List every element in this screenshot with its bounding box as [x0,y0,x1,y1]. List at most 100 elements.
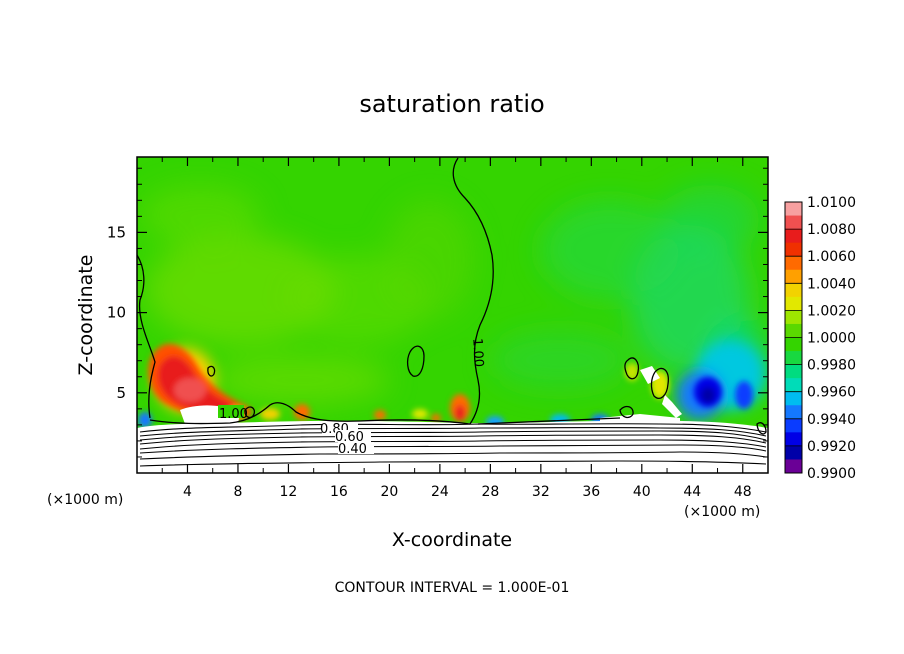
colorbar-band [785,310,802,325]
colorbar-label: 1.0040 [807,276,856,292]
y-tick-label: 10 [107,304,126,322]
colorbar-label: 0.9900 [807,466,856,482]
contour-line [139,439,767,450]
red-maximum-peak [174,378,206,402]
colorbar-band [785,459,802,474]
contour-loop [624,357,640,380]
colorbar-label: 1.0100 [807,195,856,211]
white-region [662,395,682,418]
contour-label: 0.60 [335,430,364,445]
orange-spot [431,414,441,422]
field-band [385,200,475,320]
field-band [660,185,760,255]
colorbar-label: 0.9980 [807,358,856,374]
contour-1.00-right-lower [477,417,621,425]
y-tick-label: 5 [116,384,126,402]
contour-loop [207,365,216,377]
colorbar-band [785,283,802,298]
colorbar-band [785,418,802,433]
contour-label-bg [338,442,374,454]
colorbar-band [785,391,802,406]
colorbar-band [785,364,802,379]
x-unit-label-right: (×1000 m) [684,504,760,520]
chart-title: saturation ratio [359,90,544,118]
blue-minimum-core [701,387,715,403]
contour-label: 1.00 [469,338,485,368]
contour-label-bg [335,430,371,442]
x-tick-label: 40 [633,484,651,500]
contour-label: 0.40 [338,442,367,457]
field-band [210,355,390,405]
colorbar-label: 1.0000 [807,331,856,347]
colorbar-label: 0.9920 [807,439,856,455]
colorbar-band [785,378,802,393]
y-tick-label: 15 [107,223,126,241]
colorbar-label: 1.0080 [807,222,856,238]
field-extremes [138,343,753,428]
colorbar-band [785,323,802,338]
contour-lines-lower [139,423,767,467]
contour-loop [619,405,634,419]
field-band [140,185,260,245]
contour-line [139,427,767,437]
field-layer: 1.00 1.00 0.80 0.60 0.40 [137,157,768,473]
white-region [640,366,660,384]
colorbar-band [785,296,802,311]
contour-loop [756,422,767,435]
x-axis-label: X-coordinate [392,529,512,551]
colorbar-band [785,256,802,271]
colorbar-band [785,432,802,447]
contour-lines-upper [137,157,767,435]
contour-line [139,434,767,445]
contour-loop [406,345,425,377]
contour-labels: 1.00 1.00 0.80 0.60 0.40 [218,338,486,457]
colorbar-band [785,351,802,366]
x-tick-label: 32 [532,484,550,500]
contour-line [139,444,767,454]
blue-spot [735,381,753,409]
contour-1.00-lower [149,402,471,425]
blue-spot [138,412,152,428]
colorbar-band [785,215,802,230]
x-tick-label: 20 [380,484,398,500]
y-axis-label: Z-coordinate [75,255,97,376]
contour-loop [650,367,669,399]
contour-label: 1.00 [219,407,248,422]
x-axis: 4 8 12 16 20 24 28 32 36 40 44 48 [161,157,752,500]
plot-frame [136,156,769,474]
yellow-spot [412,409,428,419]
colorbar: 1.0100 1.0080 1.0060 1.0040 1.0020 1.0000 0.99… [784,195,856,482]
contour-label-bg [218,405,244,418]
contour-line [139,460,767,467]
x-tick-label: 36 [582,484,600,500]
yellow-spot [260,408,280,420]
x-tick-label: 48 [734,484,752,500]
contour-loop [244,406,256,419]
colorbar-band [785,242,802,257]
colorbar-band [785,229,802,244]
contour-interval-label: CONTOUR INTERVAL = 1.000E-01 [335,580,570,596]
field-shading [140,185,768,405]
contour-1.00-right [452,157,494,425]
x-tick-label: 12 [280,484,298,500]
y-axis: 5 10 15 [107,167,768,458]
x-tick-label: 24 [431,484,449,500]
field-band [490,330,630,390]
red-spot [455,405,465,421]
field-band [540,200,680,300]
colorbar-band [785,405,802,420]
colorbar-band [785,269,802,284]
x-tick-label: 16 [330,484,348,500]
contour-1.00-left [137,254,156,419]
colorbar-band [785,337,802,352]
colorbar-band [785,202,802,217]
contour-line [139,430,767,441]
x-tick-label: 44 [683,484,701,500]
x-tick-label: 28 [481,484,499,500]
colorbar-label: 0.9960 [807,385,856,401]
colorbar-label: 1.0020 [807,303,856,319]
colorbar-label: 1.0060 [807,249,856,265]
contour-line [139,451,767,460]
x-tick-label: 8 [233,484,242,500]
